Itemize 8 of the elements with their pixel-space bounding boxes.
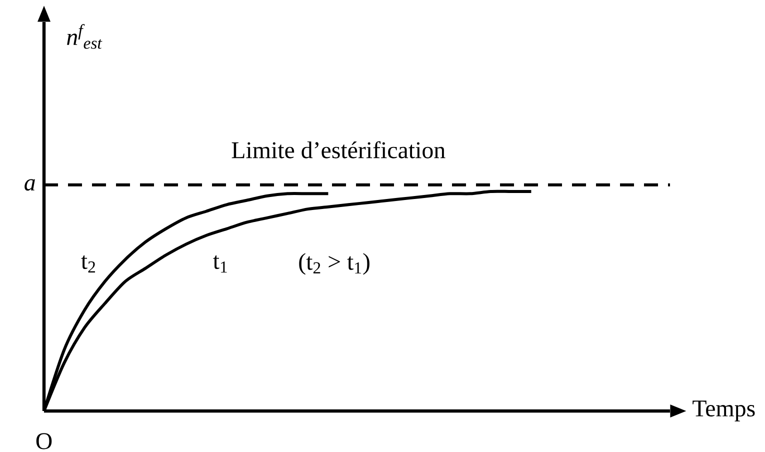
series-label: t$_{1}$	[213, 255, 227, 273]
text: O	[36, 433, 52, 450]
ref-line-label: a	[24, 179, 35, 191]
annotation: (t$_{2}$ > t$_{1}$)	[299, 253, 370, 275]
text: Temps	[692, 400, 755, 422]
text: n$^{f}$est	[67, 24, 102, 49]
text: Limite d’estérification	[232, 141, 446, 158]
series-label: t$_{2}$	[81, 255, 95, 273]
